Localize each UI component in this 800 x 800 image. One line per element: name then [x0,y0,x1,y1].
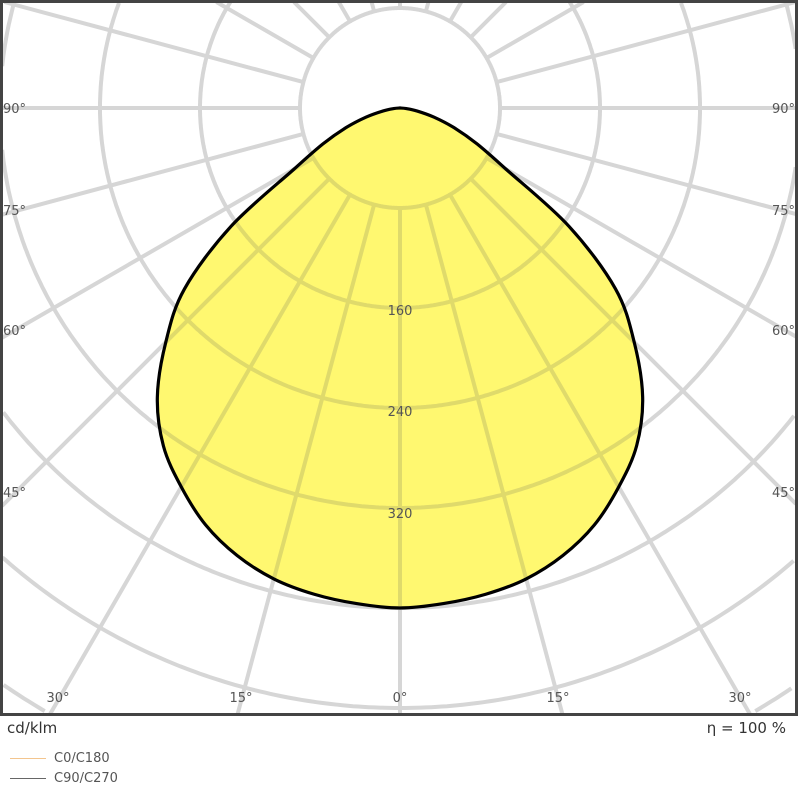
angle-label-right: 60° [772,324,795,339]
grid-spoke [496,131,797,217]
chart-frame [0,0,798,716]
grid-spoke [369,1,377,12]
grid-ring [298,107,502,210]
angle-label-bottom: 30° [46,691,69,706]
angle-label-bottom: 0° [393,691,408,706]
efficiency-label: η = 100 % [706,719,786,737]
unit-label: cd/klm [7,719,58,737]
angle-label-left: 75° [3,204,26,219]
angle-label-right: 45° [772,486,795,501]
grid-spoke [448,193,643,608]
legend-label-c90: C90/C270 [54,771,118,786]
legend-item-c90: C90/C270 [10,771,118,786]
grid-spoke [485,156,797,339]
grid-spoke [485,0,585,60]
angle-label-bottom: 15° [546,691,569,706]
grid-ring [1,411,796,610]
grid-spoke [423,204,565,608]
legend-swatch-c0 [10,758,46,759]
angle-label-left: 90° [3,102,26,117]
grid-ring [1,555,795,710]
grid-ring [2,683,793,713]
legend-item-c0: C0/C180 [10,751,110,766]
grid-spoke [1,131,304,217]
grid-spoke [496,0,797,85]
angle-label-right: 90° [772,102,795,117]
grid-ring [0,3,798,510]
legend-swatch-c90 [10,778,46,779]
grid-spoke [292,0,331,39]
ring-label: 240 [388,405,413,420]
angle-label-left: 60° [3,324,26,339]
grid-spoke [215,0,315,60]
grid-spoke [337,1,352,23]
ring-label: 320 [388,507,413,522]
grid-spoke [235,204,377,608]
grid-spoke [469,0,508,39]
angle-label-bottom: 15° [229,691,252,706]
intensity-curve-group [157,107,643,608]
grid-spoke [3,0,304,85]
ring-label: 160 [388,304,413,319]
grid-spoke [157,193,352,608]
axis-labels: 160 240 320 90° 75° 60° 45° 90° 75° 60° … [3,102,795,706]
grid-spoke [423,1,431,12]
grid-spoke [448,1,463,23]
legend-label-c0: C0/C180 [54,751,110,766]
angle-label-bottom: 30° [728,691,751,706]
grid-ring [157,107,643,410]
grid-spoke [1,156,315,340]
curve-c0-c180-outline [155,106,645,610]
angle-label-left: 45° [3,486,26,501]
angle-label-right: 75° [772,204,795,219]
intensity-fill [157,107,643,608]
